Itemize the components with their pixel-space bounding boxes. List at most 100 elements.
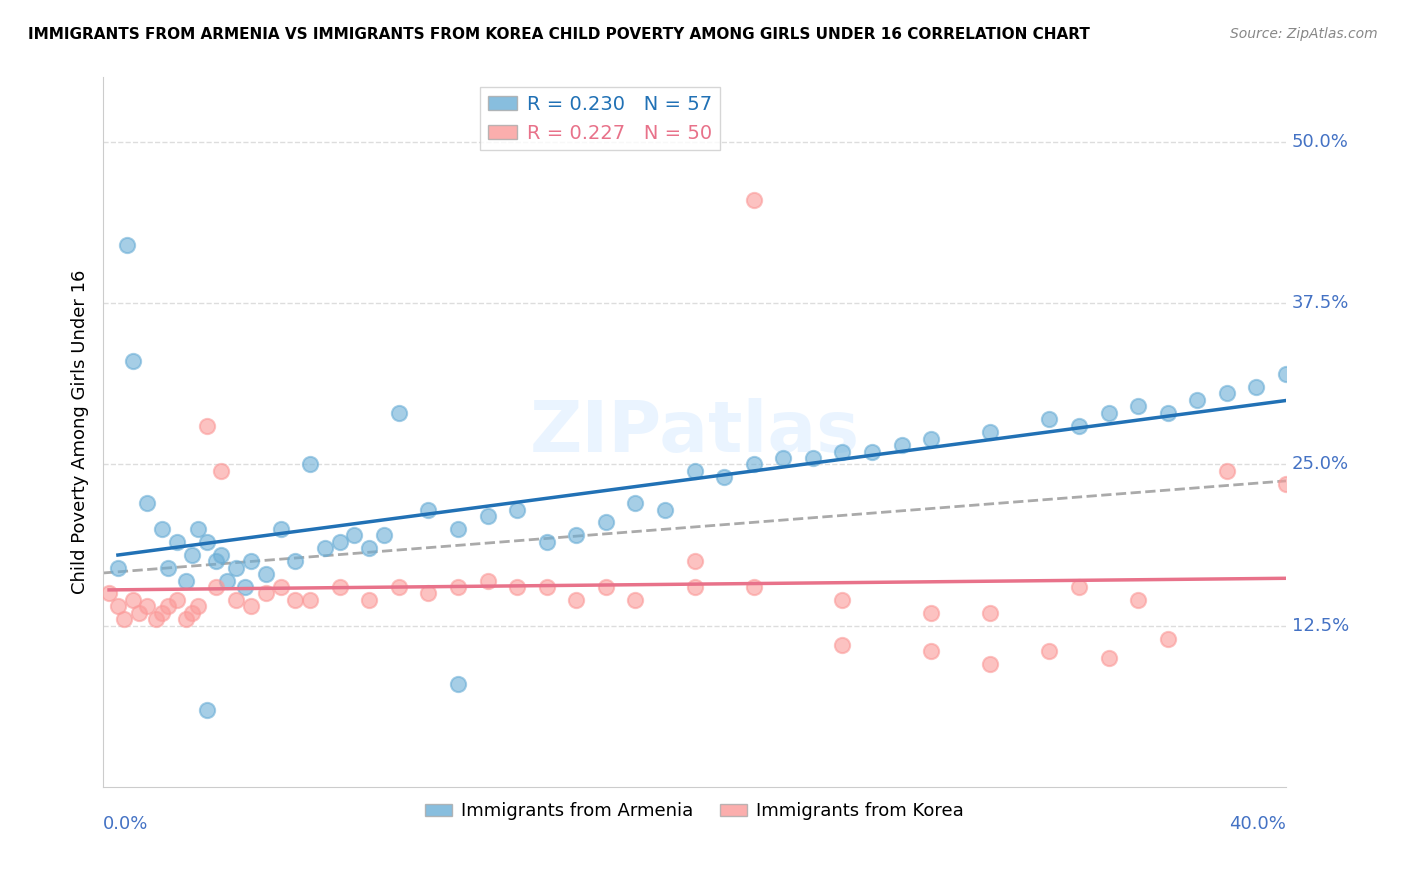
Point [314, 541, 336, 556]
Point [240, 554, 263, 568]
Point [447, 677, 470, 691]
Text: 12.5%: 12.5% [1292, 616, 1350, 635]
Point [1038, 644, 1060, 658]
Point [299, 458, 322, 472]
Point [107, 560, 129, 574]
Point [595, 516, 617, 530]
Point [831, 444, 853, 458]
Point [204, 554, 226, 568]
Text: 50.0%: 50.0% [1292, 133, 1348, 151]
Point [359, 541, 381, 556]
Point [536, 580, 558, 594]
Point [233, 580, 256, 594]
Point [979, 657, 1001, 672]
Point [157, 599, 180, 614]
Text: Source: ZipAtlas.com: Source: ZipAtlas.com [1230, 27, 1378, 41]
Point [683, 464, 706, 478]
Point [204, 580, 226, 594]
Point [624, 593, 647, 607]
Point [209, 548, 232, 562]
Point [209, 464, 232, 478]
Point [1126, 593, 1149, 607]
Point [373, 528, 395, 542]
Point [801, 450, 824, 465]
Point [831, 593, 853, 607]
Point [343, 528, 366, 542]
Point [920, 432, 942, 446]
Point [772, 450, 794, 465]
Point [225, 560, 247, 574]
Point [536, 534, 558, 549]
Point [187, 599, 209, 614]
Point [107, 599, 129, 614]
Point [284, 593, 307, 607]
Point [166, 534, 188, 549]
Point [115, 238, 138, 252]
Point [595, 580, 617, 594]
Point [742, 193, 765, 207]
Point [418, 586, 440, 600]
Point [506, 502, 529, 516]
Point [1187, 392, 1209, 407]
Point [121, 593, 143, 607]
Point [195, 534, 218, 549]
Point [187, 522, 209, 536]
Point [979, 425, 1001, 440]
Point [329, 534, 352, 549]
Point [1275, 476, 1298, 491]
Point [225, 593, 247, 607]
Point [477, 574, 499, 588]
Point [742, 458, 765, 472]
Point [180, 548, 202, 562]
Point [1067, 580, 1090, 594]
Point [477, 509, 499, 524]
Point [565, 528, 588, 542]
Point [1216, 464, 1239, 478]
Point [270, 580, 292, 594]
Point [174, 612, 197, 626]
Point [1216, 386, 1239, 401]
Point [713, 470, 735, 484]
Text: ZIPatlas: ZIPatlas [530, 398, 859, 467]
Point [254, 586, 277, 600]
Point [240, 599, 263, 614]
Point [831, 638, 853, 652]
Legend: Immigrants from Armenia, Immigrants from Korea: Immigrants from Armenia, Immigrants from… [418, 795, 972, 828]
Point [157, 560, 180, 574]
Point [1246, 380, 1268, 394]
Point [136, 496, 159, 510]
Point [683, 554, 706, 568]
Text: 40.0%: 40.0% [1229, 815, 1286, 833]
Point [270, 522, 292, 536]
Point [180, 606, 202, 620]
Point [329, 580, 352, 594]
Point [128, 606, 150, 620]
Point [284, 554, 307, 568]
Point [166, 593, 188, 607]
Point [121, 354, 143, 368]
Point [150, 522, 173, 536]
Point [506, 580, 529, 594]
Text: 37.5%: 37.5% [1292, 294, 1350, 312]
Point [654, 502, 676, 516]
Point [359, 593, 381, 607]
Point [388, 406, 411, 420]
Point [1097, 651, 1119, 665]
Point [217, 574, 239, 588]
Point [112, 612, 135, 626]
Point [447, 580, 470, 594]
Point [742, 580, 765, 594]
Point [98, 586, 121, 600]
Point [174, 574, 197, 588]
Point [1157, 632, 1180, 646]
Point [920, 644, 942, 658]
Point [890, 438, 912, 452]
Point [136, 599, 159, 614]
Point [447, 522, 470, 536]
Point [1126, 400, 1149, 414]
Point [1038, 412, 1060, 426]
Point [1275, 367, 1298, 381]
Point [150, 606, 173, 620]
Point [145, 612, 167, 626]
Point [418, 502, 440, 516]
